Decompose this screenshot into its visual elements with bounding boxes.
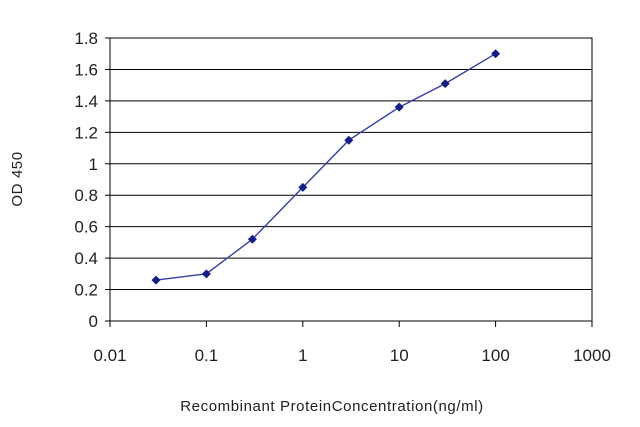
x-axis: 0.01 0.1 1 10 100 1000: [93, 321, 611, 365]
y-tick-label: 1.6: [74, 60, 98, 79]
y-tick-label: 0.8: [74, 186, 98, 205]
y-tick-label: 1.8: [74, 29, 98, 48]
series-line: [155, 53, 496, 281]
data-point: [344, 135, 354, 145]
data-point: [440, 79, 450, 89]
y-tick-label: 1.4: [74, 92, 98, 111]
y-tick-label: 1.2: [74, 123, 98, 142]
x-tick-label: 0.1: [195, 346, 219, 365]
data-point: [201, 269, 211, 279]
grid: [110, 68, 592, 291]
data-point: [298, 182, 308, 192]
y-tick-label: 1: [89, 155, 98, 174]
data-point: [394, 102, 404, 112]
y-tick-label: 0.2: [74, 281, 98, 300]
y-axis-title: OD 450: [9, 151, 26, 206]
y-tick-label: 0: [89, 312, 98, 331]
y-tick-label: 0.6: [74, 218, 98, 237]
x-tick-label: 1000: [573, 346, 611, 365]
plot-area: [109, 37, 593, 322]
x-tick-label: 1: [298, 346, 307, 365]
data-point: [491, 49, 501, 59]
data-point: [247, 234, 257, 244]
x-tick-label: 10: [390, 346, 409, 365]
data-points: [151, 49, 501, 285]
y-axis: 0 0.2 0.4 0.6 0.8 1 1.2 1.4 1.6 1.8: [74, 29, 110, 331]
y-tick-label: 0.4: [74, 249, 98, 268]
x-tick-label: 100: [481, 346, 509, 365]
x-axis-title: Recombinant ProteinConcentration(ng/ml): [180, 398, 484, 415]
x-tick-label: 0.01: [93, 346, 126, 365]
data-point: [151, 275, 161, 285]
